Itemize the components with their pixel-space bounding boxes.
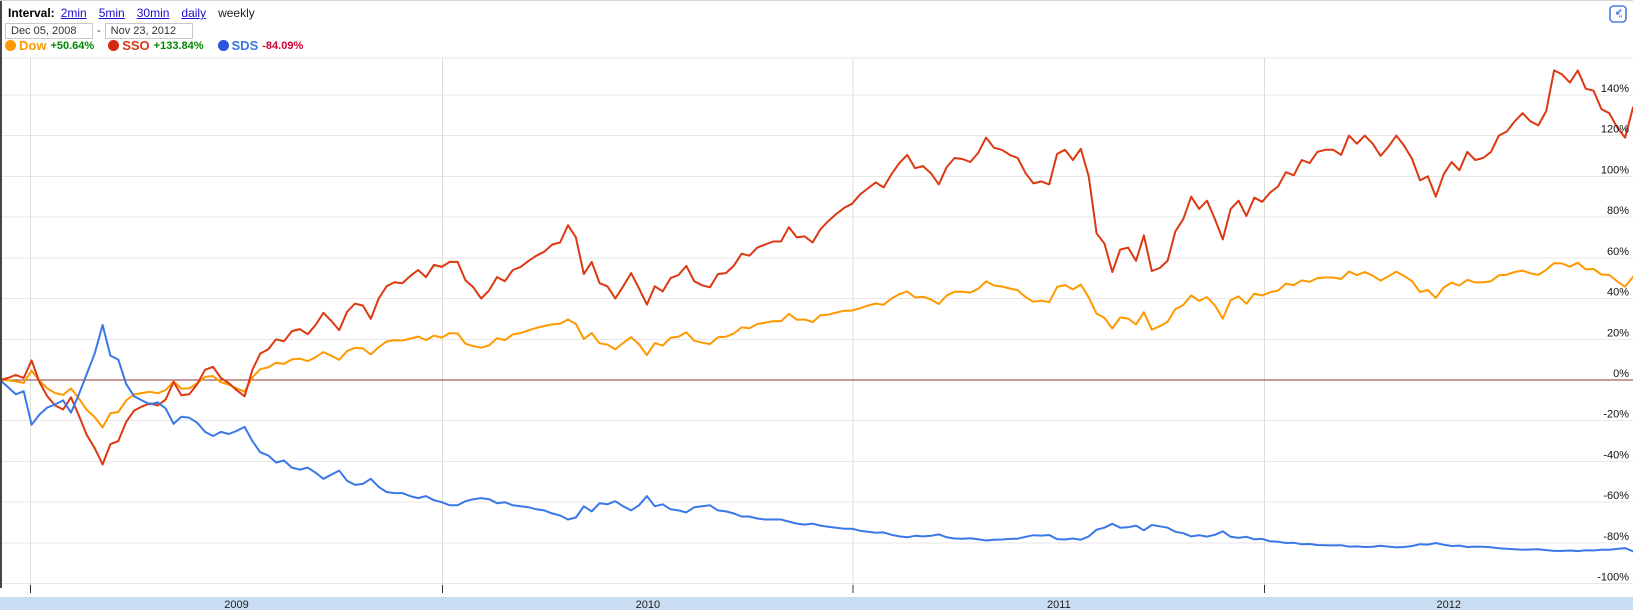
y-axis-label: 100% [1601, 164, 1629, 176]
dow-series-dot-icon [5, 40, 16, 51]
interval-bar: Interval: 2min 5min 30min daily weekly [8, 6, 267, 20]
y-axis-line [0, 1, 2, 588]
y-axis-label: 0% [1613, 368, 1629, 380]
legend: Dow +50.64% SSO +133.84% SDS -84.09% [5, 38, 317, 53]
legend-change-sso: +133.84% [153, 39, 204, 52]
x-axis-year-label: 2012 [1437, 599, 1461, 610]
legend-change-dow: +50.64% [50, 39, 95, 52]
y-axis-label: -40% [1603, 449, 1629, 461]
interval-link-daily[interactable]: daily [181, 6, 207, 20]
sds-series-dot-icon [217, 40, 229, 51]
collapse-chart-button[interactable] [1609, 5, 1627, 23]
y-axis-label: 20% [1607, 327, 1629, 339]
y-axis-label: 80% [1607, 205, 1629, 217]
date-range: Dec 05, 2008- Nov 23, 2012 [5, 23, 193, 39]
date-range-separator: - [97, 25, 101, 37]
legend-item-sds: SDS -84.09% [217, 38, 304, 53]
y-axis-label: -60% [1603, 490, 1629, 502]
x-axis-year-label: 2009 [224, 599, 248, 610]
interval-link-2min[interactable]: 2min [60, 6, 87, 20]
series-line-dow [0, 261, 1633, 429]
legend-label-dow: Dow [19, 38, 47, 53]
x-axis-year-label: 2010 [636, 599, 660, 610]
y-axis-label: -20% [1603, 409, 1629, 421]
zoom-strip[interactable] [0, 597, 1633, 610]
x-axis-year-label: 2011 [1047, 599, 1071, 610]
y-axis-label: -100% [1597, 572, 1629, 584]
series-line-sds [0, 324, 1633, 553]
legend-item-sso: SSO +133.84% [108, 38, 204, 53]
series-line-sso [0, 69, 1633, 466]
y-axis-label: 60% [1607, 246, 1629, 258]
y-axis-label: 120% [1601, 124, 1629, 136]
legend-change-sds: -84.09% [262, 39, 304, 52]
start-date-input[interactable]: Dec 05, 2008 [5, 23, 93, 39]
collapse-arrows-icon [1609, 5, 1627, 23]
y-axis-label: -80% [1603, 531, 1629, 543]
legend-label-sso: SSO [122, 38, 150, 53]
interval-current-weekly: weekly [218, 6, 255, 20]
legend-label-sds: SDS [231, 38, 259, 53]
y-axis-label: 40% [1607, 287, 1629, 299]
interval-link-5min[interactable]: 5min [98, 6, 125, 20]
y-axis-label: 140% [1601, 83, 1629, 95]
end-date-input[interactable]: Nov 23, 2012 [104, 23, 193, 39]
interval-label: Interval: [8, 6, 55, 20]
interval-link-30min[interactable]: 30min [136, 6, 170, 20]
sso-series-dot-icon [108, 40, 120, 51]
legend-item-dow: Dow +50.64% [5, 38, 94, 53]
